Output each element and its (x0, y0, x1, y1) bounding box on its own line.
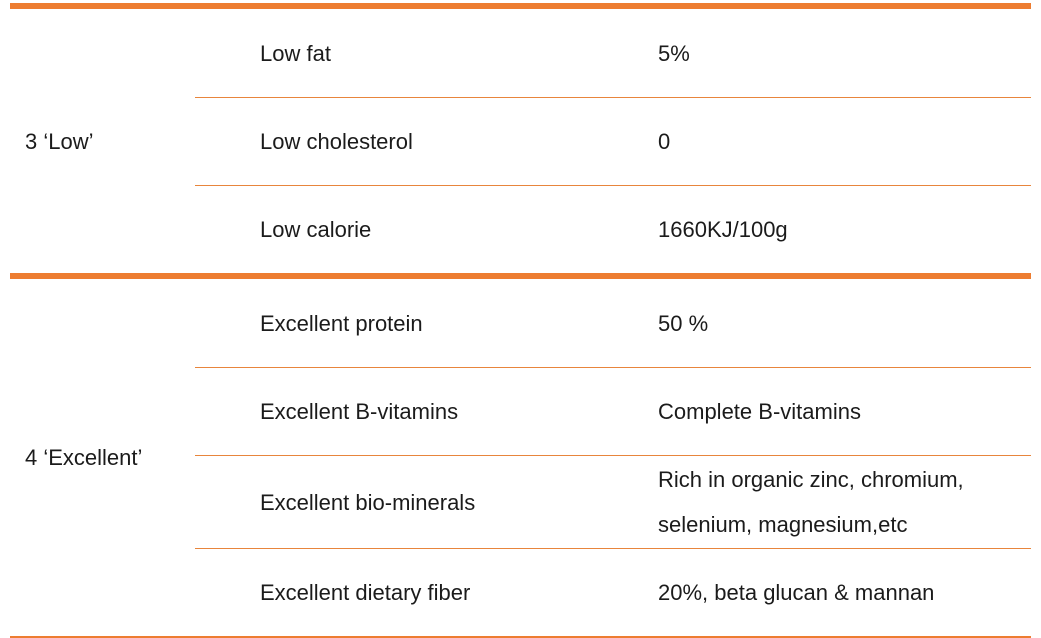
nutrient-value: Complete B-vitamins (658, 399, 861, 424)
nutrition-table: 3 ‘Low’ Low fat 5% Low cholesterol 0 Low… (10, 3, 1031, 638)
nutrient-name: Excellent dietary fiber (260, 580, 471, 605)
table-row: Excellent bio-minerals Rich in organic z… (195, 455, 1031, 548)
table-row: Excellent dietary fiber 20%, beta glucan… (195, 548, 1031, 636)
nutrient-name: Low calorie (260, 217, 372, 242)
nutrient-value: Rich in organic zinc, chromium, selenium… (658, 467, 964, 537)
nutrient-value: 20%, beta glucan & mannan (658, 580, 935, 605)
nutrient-name: Excellent protein (260, 310, 423, 336)
nutrient-name: Low fat (260, 40, 331, 66)
nutrient-value: 1660KJ/100g (658, 217, 788, 242)
group-excellent-rows: Excellent protein 50 % Excellent B-vitam… (195, 279, 1031, 636)
table-row: Excellent B-vitamins Complete B-vitamins (195, 367, 1031, 455)
nutrient-value: 5% (658, 40, 690, 66)
table-row: Excellent protein 50 % (195, 279, 1031, 367)
table-top-rule (10, 3, 1031, 9)
table-row: Low calorie 1660KJ/100g (195, 185, 1031, 273)
nutrient-value: 0 (658, 129, 671, 154)
group-excellent: 4 ‘Excellent’ Excellent protein 50 % Exc… (10, 279, 1031, 636)
group-low-rows: Low fat 5% Low cholesterol 0 Low calorie… (195, 9, 1031, 273)
nutrient-name: Excellent B-vitamins (260, 399, 459, 424)
nutrient-value: 50 % (658, 310, 709, 336)
group-low: 3 ‘Low’ Low fat 5% Low cholesterol 0 Low… (10, 9, 1031, 273)
table-row: Low cholesterol 0 (195, 97, 1031, 185)
table-bottom-rule (10, 636, 1031, 638)
table-group-divider-rule (10, 273, 1031, 279)
nutrient-name: Low cholesterol (260, 129, 413, 154)
group-label-excellent: 4 ‘Excellent’ (25, 445, 143, 470)
nutrient-name: Excellent bio-minerals (260, 489, 476, 515)
table-row: Low fat 5% (195, 9, 1031, 97)
group-label-low: 3 ‘Low’ (25, 128, 94, 154)
